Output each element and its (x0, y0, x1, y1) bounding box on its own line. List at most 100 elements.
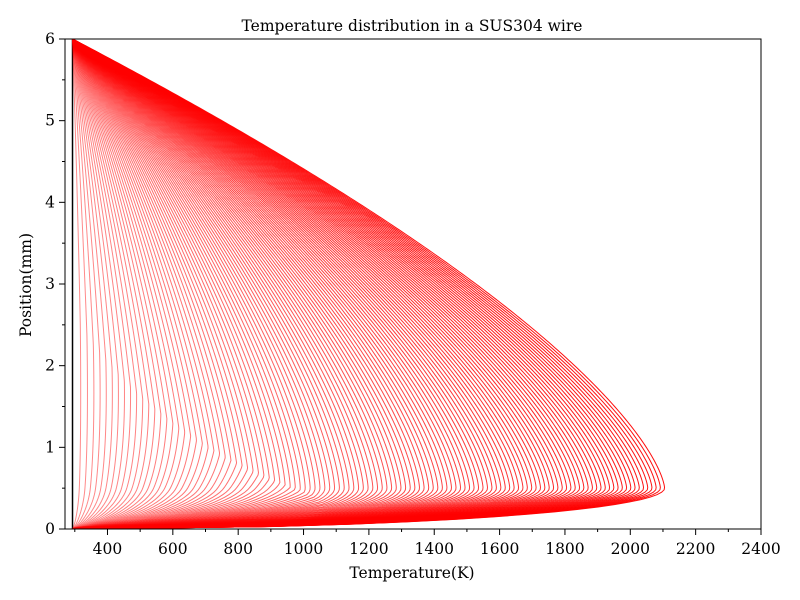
temperature-profile-line (72, 38, 265, 530)
y-tick-label: 6 (45, 30, 55, 48)
temperature-profile-line (72, 38, 156, 530)
temperature-profile-line (72, 38, 232, 530)
temperature-profile-line (72, 38, 649, 530)
temperature-profile-line (72, 38, 144, 530)
temperature-profile-line (72, 38, 497, 530)
temperature-profile-line (72, 38, 457, 530)
temperature-profile-line (72, 38, 197, 530)
temperature-profile-line (72, 38, 286, 530)
temperature-profile-line (72, 38, 397, 530)
x-tick-label: 800 (223, 540, 253, 558)
temperature-profile-line (72, 38, 340, 530)
temperature-profile-line (72, 38, 653, 530)
temperature-profile-line (72, 38, 186, 530)
temperature-profile-line (72, 38, 645, 530)
temperature-profile-line (72, 38, 420, 530)
temperature-profile-line (72, 38, 502, 530)
temperature-profile-line (72, 38, 254, 530)
temperature-profile-line (72, 38, 593, 530)
temperature-profile-line (72, 38, 336, 530)
temperature-profile-line (72, 38, 132, 530)
temperature-profile-line (72, 38, 150, 530)
temperature-profile-line (72, 38, 452, 530)
temperature-profile-line (72, 38, 369, 530)
temperature-profile-line (72, 38, 541, 530)
temperature-profile-line (72, 38, 615, 530)
temperature-profile-line (72, 38, 203, 530)
temperature-profile-line (72, 38, 174, 530)
temperature-profile-line (72, 38, 162, 530)
temperature-profile-line (72, 38, 640, 530)
x-tick-label: 400 (93, 540, 123, 558)
temperature-profile-line (72, 38, 355, 530)
temperature-profile-line (72, 38, 95, 530)
temperature-profile-line (72, 38, 550, 530)
temperature-profile-line (72, 38, 82, 530)
temperature-profile-line (72, 38, 270, 530)
temperature-profile-line (72, 38, 402, 530)
temperature-profile-line (72, 38, 546, 530)
temperature-profile-line (72, 38, 425, 530)
x-tick-label: 1200 (349, 540, 388, 558)
temperature-profile-line (72, 38, 488, 530)
temperature-profile-line (72, 38, 107, 530)
temperature-profile-line (72, 38, 360, 530)
temperature-profile-line (72, 38, 209, 530)
temperature-profile-line (72, 38, 221, 530)
temperature-profile-line (72, 38, 623, 530)
temperature-profile-line (72, 38, 119, 530)
temperature-profile-line (72, 38, 611, 530)
y-tick-label: 1 (45, 438, 55, 456)
temperature-profile-line (72, 38, 326, 530)
temperature-profile-line (72, 38, 379, 530)
temperature-profile-line (72, 38, 511, 530)
x-tick-label: 2200 (676, 540, 715, 558)
temperature-profile-line (72, 38, 537, 530)
temperature-profile-line (72, 38, 632, 530)
temperature-profile-line (72, 38, 291, 530)
temperature-profile-line (72, 38, 598, 530)
temperature-profile-line (72, 38, 168, 530)
x-tick-label: 1600 (480, 540, 519, 558)
axis-ticks: 400 600 800 1000 1200 1400 1600 1800 2000 2200 240… (45, 30, 781, 558)
temperature-profile-line (72, 38, 576, 530)
y-axis-label: Position(mm) (17, 233, 35, 337)
temperature-profile-line (72, 38, 448, 530)
temperature-profile-line (72, 38, 559, 530)
temperature-profile-line (72, 38, 407, 530)
temperature-profile-line (72, 38, 301, 530)
x-tick-label: 1800 (545, 540, 584, 558)
x-tick-label: 1000 (284, 540, 323, 558)
temperature-profile-line (72, 38, 374, 530)
temperature-profile-line (72, 38, 533, 530)
temperature-profile-line (72, 38, 661, 530)
temperature-profile-line (72, 38, 125, 530)
temperature-profile-line (72, 38, 281, 530)
temperature-profile-line (72, 38, 416, 530)
temperature-profile-line (72, 38, 520, 530)
temperature-profile-line (72, 38, 192, 530)
temperature-profile-line (72, 38, 657, 530)
temperature-profile-line (72, 38, 493, 530)
temperature-profile-line (72, 38, 180, 530)
temperature-profile-line (72, 38, 101, 530)
y-tick-label: 0 (45, 520, 55, 538)
temperature-profile-line (72, 38, 296, 530)
temperature-profile-line (72, 38, 619, 530)
temperature-profile-line (72, 38, 462, 530)
temperature-profile-line (72, 38, 572, 530)
temperature-profile-line (72, 38, 226, 530)
temperature-profile-line (72, 38, 480, 530)
temperature-profile-line (72, 38, 506, 530)
temperature-profile-line (72, 38, 528, 530)
temperature-profile-line (72, 38, 443, 530)
temperature-profile-line (72, 38, 585, 530)
x-tick-label: 2000 (611, 540, 650, 558)
temperature-profile-line (72, 38, 306, 530)
temperature-profile-line (72, 38, 666, 530)
temperature-profile-line (72, 38, 311, 530)
y-tick-label: 2 (45, 357, 55, 375)
temperature-profile-line (72, 38, 563, 530)
temperature-profile-line (72, 38, 88, 530)
y-tick-label: 3 (45, 275, 55, 293)
